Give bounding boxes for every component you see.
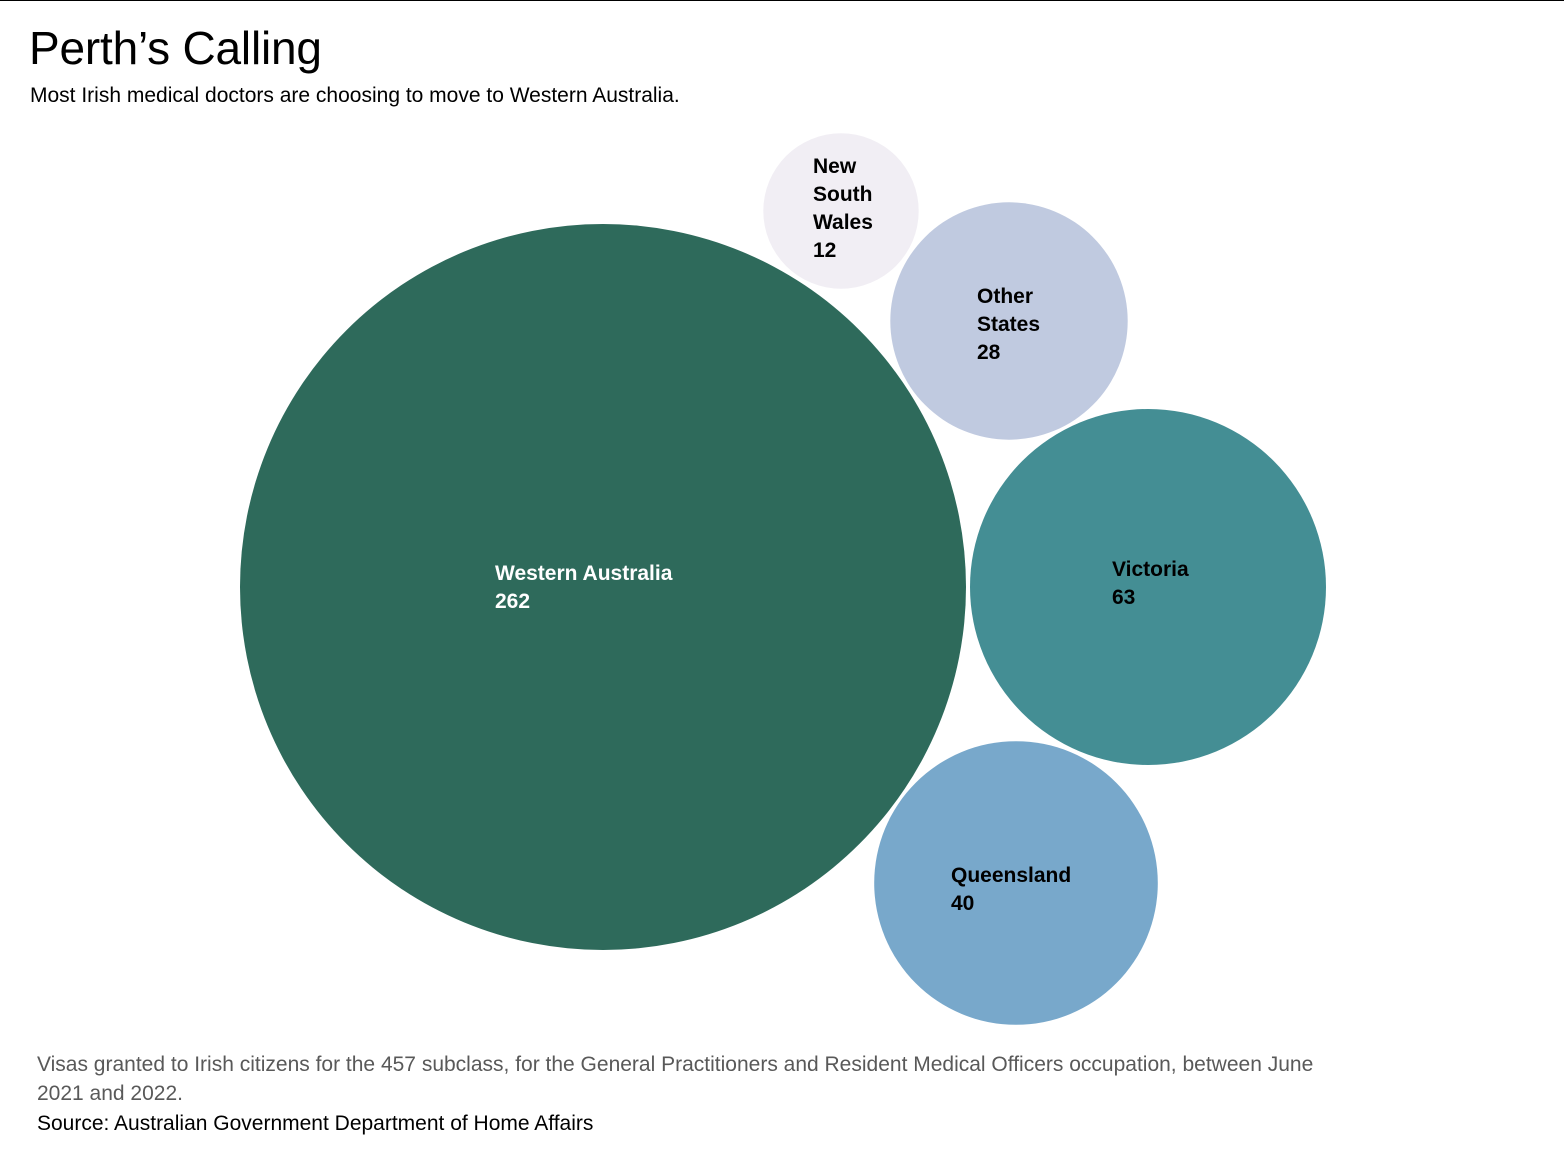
bubble-value-new-south-wales: 12 <box>813 239 836 262</box>
bubble-queensland <box>874 741 1158 1025</box>
bubble-label-queensland: Queensland <box>951 864 1071 887</box>
bubble-victoria <box>970 409 1326 765</box>
bubble-value-queensland: 40 <box>951 892 974 915</box>
bubble-label-victoria: Victoria <box>1112 558 1189 581</box>
bubble-label-other-states: Other States <box>977 285 1040 336</box>
top-rule <box>0 0 1564 1</box>
bubble-value-other-states: 28 <box>977 341 1001 364</box>
bubble-western-australia <box>240 224 966 950</box>
bubble-value-victoria: 63 <box>1112 586 1135 609</box>
chart-title: Perth’s Calling <box>29 22 322 74</box>
bubble-value-western-australia: 262 <box>495 590 530 613</box>
bubble-label-new-south-wales: New South Wales <box>813 155 873 234</box>
source-note: Source: Australian Government Department… <box>37 1112 594 1135</box>
bubble-other-states <box>890 202 1128 440</box>
bubble-new-south-wales <box>763 133 919 289</box>
footnote: Visas granted to Irish citizens for the … <box>37 1053 1314 1105</box>
bubble-label-western-australia: Western Australia <box>495 562 673 585</box>
chart-subtitle: Most Irish medical doctors are choosing … <box>30 84 680 107</box>
